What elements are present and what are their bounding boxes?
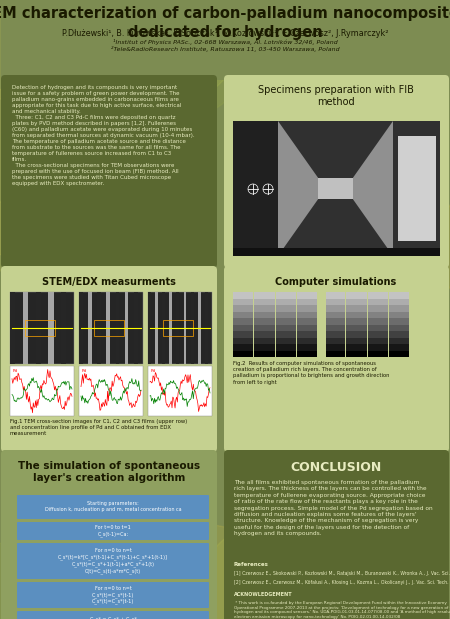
Bar <box>23 292 28 364</box>
Bar <box>275 331 296 337</box>
Text: CONCLUSION: CONCLUSION <box>290 461 382 474</box>
Bar <box>297 337 317 344</box>
Bar <box>79 292 83 364</box>
Bar <box>275 311 296 318</box>
Bar <box>368 318 388 324</box>
Bar <box>275 298 296 305</box>
Bar <box>148 292 151 364</box>
Bar <box>254 305 274 311</box>
Bar <box>368 344 388 350</box>
Bar <box>233 311 253 318</box>
Bar <box>297 350 317 357</box>
Bar <box>325 292 345 357</box>
Bar <box>297 298 317 305</box>
Text: Detection of hydrogen and its compounds is very important
issue for a safety pro: Detection of hydrogen and its compounds … <box>12 85 194 186</box>
Bar <box>325 292 345 298</box>
Text: ACKNOWLEDGEMENT: ACKNOWLEDGEMENT <box>234 592 292 597</box>
Bar <box>346 337 366 344</box>
Bar <box>79 366 143 416</box>
Text: P.Dłużewski¹, B. Kurowska¹, K.Sobczak¹, M.Kozłowski¹², E.Czerwosz², J.Rymarczyk²: P.Dłużewski¹, B. Kurowska¹, K.Sobczak¹, … <box>62 29 388 38</box>
Bar <box>233 344 253 350</box>
Bar <box>297 305 317 311</box>
Bar <box>297 292 317 357</box>
Bar <box>389 324 409 331</box>
Bar <box>346 344 366 350</box>
Bar <box>346 298 366 305</box>
Bar <box>297 292 317 298</box>
Bar <box>346 324 366 331</box>
Bar <box>275 350 296 357</box>
Bar <box>233 298 253 305</box>
Bar <box>297 311 317 318</box>
Bar <box>389 311 409 318</box>
Text: For t=0 to t=1
C_s(t-1)=Ca:: For t=0 to t=1 C_s(t-1)=Ca: <box>95 525 131 537</box>
Circle shape <box>34 457 130 554</box>
Text: For n=0 to n=t
C_s*(t)=k*[C_s*(t-1)+C_s*(t-1)+C_s*+1(t-1)]
C_s*(t)=C_s*+1(t-1)+a: For n=0 to n=t C_s*(t)=k*[C_s*(t-1)+C_s*… <box>58 548 168 574</box>
Bar <box>233 318 253 324</box>
Bar <box>275 292 296 357</box>
Bar <box>275 324 296 331</box>
Text: Pd: Pd <box>82 369 87 373</box>
Bar <box>205 292 208 364</box>
Bar <box>368 292 388 357</box>
Bar <box>275 292 296 298</box>
Bar <box>79 292 143 364</box>
Circle shape <box>297 313 382 398</box>
FancyBboxPatch shape <box>17 543 209 579</box>
Bar <box>148 366 212 416</box>
Bar <box>368 305 388 311</box>
Bar <box>254 337 274 344</box>
Polygon shape <box>318 178 353 199</box>
Bar <box>10 292 74 364</box>
Bar <box>233 305 253 311</box>
FancyBboxPatch shape <box>224 75 449 268</box>
Bar <box>275 344 296 350</box>
Bar <box>198 292 201 364</box>
Text: Fig.2  Results of computer simulations of spontaneous
creation of palladium rich: Fig.2 Results of computer simulations of… <box>233 361 390 384</box>
Bar <box>163 320 193 336</box>
Text: TEM characterization of carbon-palladium nanocomposites
dedicated for hydrogen: TEM characterization of carbon-palladium… <box>0 6 450 40</box>
Bar <box>389 331 409 337</box>
Text: The all films exhibited spontaneous formation of the palladium
rich layers. The : The all films exhibited spontaneous form… <box>234 480 432 536</box>
FancyBboxPatch shape <box>224 266 449 452</box>
FancyBboxPatch shape <box>224 450 449 619</box>
Bar <box>233 324 253 331</box>
Bar <box>346 311 366 318</box>
FancyBboxPatch shape <box>1 266 217 452</box>
Bar <box>389 350 409 357</box>
Text: ²Tele&RadioResearch Institute, Ratuszowa 11, 03-450 Warszawa, Poland: ²Tele&RadioResearch Institute, Ratuszowa… <box>111 46 339 52</box>
FancyBboxPatch shape <box>1 450 217 619</box>
FancyBboxPatch shape <box>17 582 209 608</box>
Bar <box>325 337 345 344</box>
Circle shape <box>116 524 289 619</box>
Bar <box>389 292 409 357</box>
Bar <box>254 350 274 357</box>
Text: * This work is co-founded by the European Regional Development Fund within the I: * This work is co-founded by the Europea… <box>234 601 450 619</box>
Bar <box>254 298 274 305</box>
Bar <box>97 292 101 364</box>
Bar <box>346 292 366 298</box>
Circle shape <box>0 86 112 258</box>
Circle shape <box>7 0 160 95</box>
Bar <box>346 292 366 357</box>
Text: Pd: Pd <box>13 369 18 373</box>
Bar <box>368 331 388 337</box>
Bar <box>346 350 366 357</box>
Text: [2] Czerwosz E., Czerwosz M., Köfalusi A., Kłosing L., Kozma L., Okolicanyi J., : [2] Czerwosz E., Czerwosz M., Köfalusi A… <box>234 580 450 585</box>
Bar <box>368 324 388 331</box>
Text: ¹Institut of Physics PASc., 02-668 Warszawa, Al. Lotników 32/46, Poland: ¹Institut of Physics PASc., 02-668 Warsz… <box>112 39 338 45</box>
Bar <box>191 292 193 364</box>
Bar <box>389 318 409 324</box>
Bar <box>10 292 15 364</box>
Bar <box>25 320 55 336</box>
Bar <box>184 292 186 364</box>
Bar <box>389 337 409 344</box>
Bar <box>169 292 172 364</box>
Bar <box>275 337 296 344</box>
Text: Computer simulations: Computer simulations <box>275 277 396 287</box>
Text: For n=0 to n=t
C_s*(t)=C_s*(t-1)
C_s*(t)=C_s*(t-1): For n=0 to n=t C_s*(t)=C_s*(t-1) C_s*(t)… <box>92 586 134 604</box>
Text: Fig.1 TEM cross-section images for C1, C2 and C3 films (upper row)
and concentra: Fig.1 TEM cross-section images for C1, C… <box>10 419 187 436</box>
Bar <box>10 366 74 416</box>
FancyBboxPatch shape <box>17 611 209 619</box>
Bar <box>275 305 296 311</box>
